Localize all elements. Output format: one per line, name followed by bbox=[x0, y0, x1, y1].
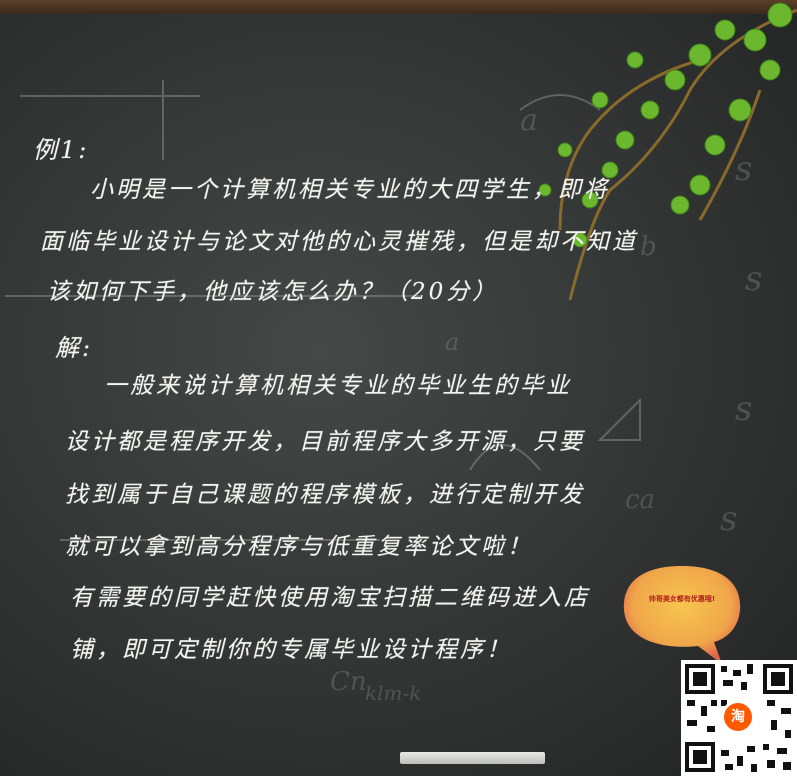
answer-line-2: 设计都是程序开发，目前程序大多开源，只要 bbox=[65, 429, 585, 455]
taobao-badge-icon: 淘 bbox=[721, 700, 755, 734]
svg-text:s: s bbox=[735, 389, 752, 429]
answer-line-1: 一般来说计算机相关专业的毕业生的毕业 bbox=[104, 373, 572, 399]
svg-text:a: a bbox=[445, 328, 459, 356]
svg-text:Cn: Cn bbox=[330, 667, 367, 697]
solution-label: 解: bbox=[55, 334, 94, 362]
answer-line-4: 就可以拿到高分程序与低重复率论文啦！ bbox=[65, 534, 533, 560]
svg-text:s: s bbox=[745, 259, 762, 299]
svg-text:a: a bbox=[520, 103, 538, 138]
svg-text:klm-k: klm-k bbox=[365, 681, 421, 705]
qr-code[interactable] bbox=[681, 660, 797, 776]
question-line-2: 面临毕业设计与论文对他的心灵摧残，但是却不知道 bbox=[40, 229, 638, 255]
answer-line-5: 有需要的同学赶快使用淘宝扫描二维码进入店 bbox=[70, 585, 590, 611]
board-top-frame bbox=[0, 0, 797, 14]
answer-line-3: 找到属于自己课题的程序模板，进行定制开发 bbox=[65, 482, 585, 508]
question-line-1: 小明是一个计算机相关专业的大四学生，即将 bbox=[90, 177, 610, 203]
bubble-promo-text: 帅哥美女都有优惠哦! bbox=[648, 595, 716, 603]
chalk-tray bbox=[400, 752, 545, 764]
svg-text:s: s bbox=[735, 149, 752, 189]
question-line-3: 该如何下手，他应该怎么办？（20分） bbox=[47, 279, 499, 305]
answer-line-6: 铺，即可定制你的专属毕业设计程序！ bbox=[70, 637, 512, 663]
svg-text:b: b bbox=[640, 232, 657, 262]
svg-text:s: s bbox=[720, 499, 737, 539]
svg-text:ca: ca bbox=[625, 485, 655, 515]
example-label: 例1: bbox=[33, 136, 90, 164]
speech-bubble bbox=[623, 566, 741, 664]
